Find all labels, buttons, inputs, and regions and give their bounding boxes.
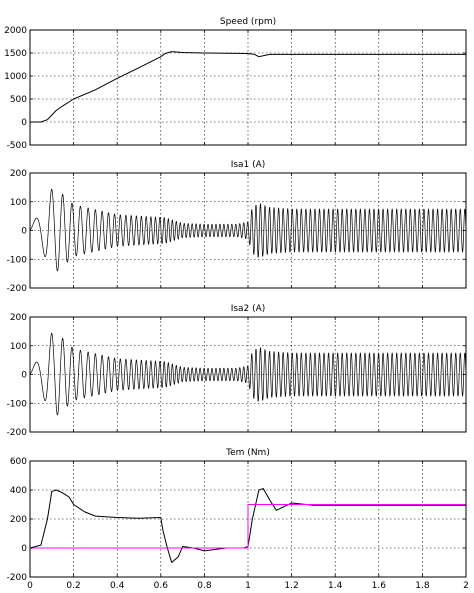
x-tick-label: 1.8 xyxy=(415,581,430,591)
y-tick-label: 1000 xyxy=(4,72,27,82)
y-tick-label: 600 xyxy=(10,457,27,467)
y-tick-label: 100 xyxy=(10,342,27,352)
chart-panel-2: -200 -100 0 100 200 Isa1 (A) xyxy=(7,160,467,294)
x-tick-label: 0.6 xyxy=(154,581,169,591)
y-tick-label: 200 xyxy=(10,169,27,179)
y-tick-label: 400 xyxy=(10,486,27,496)
y-tick-label: -100 xyxy=(7,399,28,409)
series-line-1 xyxy=(29,332,467,416)
x-tick-label: 0.4 xyxy=(110,581,125,591)
x-tick-label: 2 xyxy=(463,581,469,591)
y-tick-label: -100 xyxy=(7,255,28,265)
y-tick-label: 0 xyxy=(21,371,27,381)
y-tick-label: 0 xyxy=(21,227,27,237)
y-tick-label: 1500 xyxy=(4,49,27,59)
chart-title: Speed (rpm) xyxy=(220,17,276,27)
series-line-1 xyxy=(29,488,466,563)
y-tick-label: -200 xyxy=(7,428,28,438)
chart-title: Isa1 (A) xyxy=(231,160,266,170)
x-tick-label: 0.8 xyxy=(197,581,212,591)
chart-title: Tem (Nm) xyxy=(225,448,270,458)
y-tick-label: -200 xyxy=(7,284,28,294)
series-line-1 xyxy=(29,188,467,272)
series-line-1 xyxy=(30,51,466,123)
x-tick-label: 1.4 xyxy=(328,581,343,591)
y-tick-label: 500 xyxy=(10,95,27,105)
y-tick-label: 2000 xyxy=(4,26,27,36)
y-tick-label: -500 xyxy=(7,141,28,151)
chart-panel-1: -500 0 500 1000 1500 2000 Speed (rpm) xyxy=(4,17,467,151)
y-tick-label: 0 xyxy=(21,544,27,554)
y-tick-label: 200 xyxy=(10,515,27,525)
chart-panel-3: -200 -100 0 100 200 Isa2 (A) xyxy=(7,304,467,438)
y-tick-label: -200 xyxy=(7,573,28,583)
chart-title: Isa2 (A) xyxy=(231,304,266,314)
series-line-2 xyxy=(30,504,466,549)
y-tick-label: 100 xyxy=(10,198,27,208)
x-tick-label: 1.2 xyxy=(284,581,298,591)
x-tick-label: 1.6 xyxy=(372,581,387,591)
y-tick-label: 0 xyxy=(21,118,27,128)
x-tick-label: 1 xyxy=(245,581,251,591)
x-tick-label: 0 xyxy=(27,581,33,591)
y-tick-label: 200 xyxy=(10,313,27,323)
x-tick-label: 0.2 xyxy=(66,581,80,591)
